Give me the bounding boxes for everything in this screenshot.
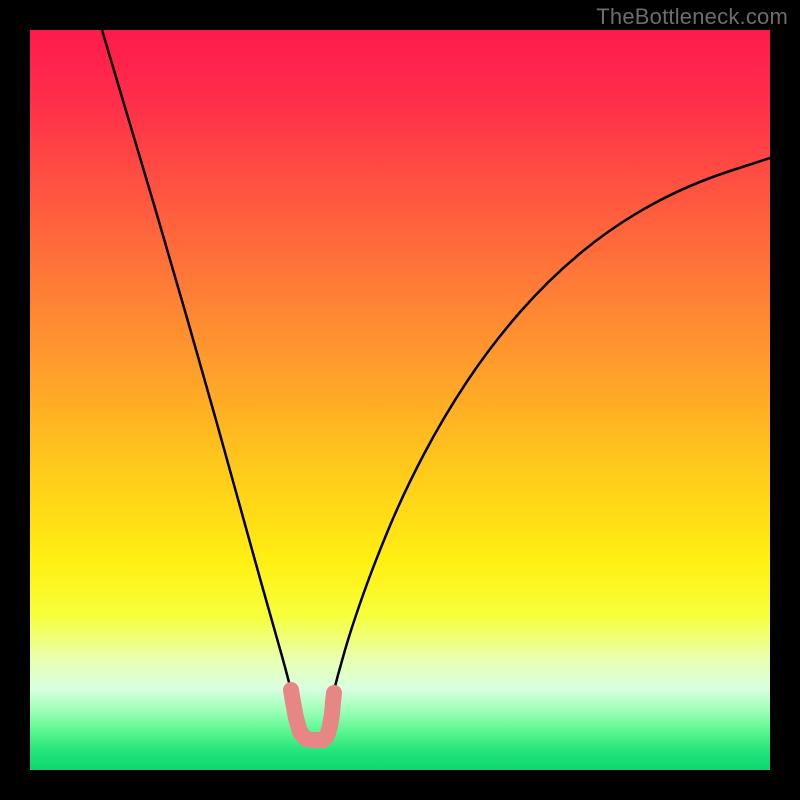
root-canvas: TheBottleneck.com <box>0 0 800 800</box>
curve-left-branch <box>102 30 293 699</box>
watermark-text: TheBottleneck.com <box>596 4 788 30</box>
bottleneck-curve <box>30 30 770 770</box>
curve-right-branch <box>332 158 770 698</box>
bottom-marker <box>291 690 334 740</box>
plot-area <box>30 30 770 770</box>
